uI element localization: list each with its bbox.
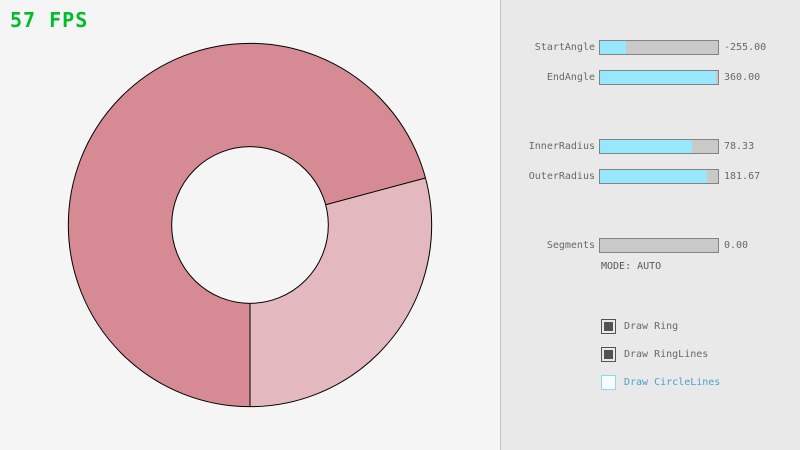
- control-panel: StartAngle -255.00 EndAngle 360.00 Inner…: [500, 0, 800, 450]
- outerradius-label: OuterRadius: [528, 171, 595, 182]
- slider-row-endangle: EndAngle 360.00: [501, 70, 800, 85]
- fps-counter: 57 FPS: [10, 8, 89, 32]
- segments-value: 0.00: [724, 240, 749, 251]
- innerradius-label: InnerRadius: [528, 141, 595, 152]
- startangle-value: -255.00: [724, 42, 767, 53]
- startangle-slider[interactable]: [599, 40, 719, 55]
- innerradius-slider[interactable]: [599, 139, 719, 154]
- canvas-area: 57 FPS: [10, 8, 433, 408]
- slider-fill: [600, 41, 626, 54]
- checkbox-label: Draw CircleLines: [624, 377, 721, 388]
- checkbox-box[interactable]: [601, 319, 616, 334]
- slider-fill: [600, 71, 716, 84]
- slider-fill: [600, 140, 693, 153]
- checkbox-draw-ringlines[interactable]: Draw RingLines: [601, 347, 708, 362]
- innerradius-value: 78.33: [724, 141, 755, 152]
- slider-row-innerradius: InnerRadius 78.33: [501, 139, 800, 154]
- checkmark-fill: [604, 322, 613, 331]
- ring-hole: [171, 146, 329, 304]
- endangle-slider[interactable]: [599, 70, 719, 85]
- segments-label: Segments: [546, 240, 595, 251]
- ring-donut-chart: [67, 42, 433, 408]
- slider-fill: [600, 170, 708, 183]
- outerradius-slider[interactable]: [599, 169, 719, 184]
- startangle-label: StartAngle: [534, 42, 595, 53]
- endangle-value: 360.00: [724, 72, 761, 83]
- checkbox-label: Draw RingLines: [624, 349, 709, 360]
- checkbox-box[interactable]: [601, 347, 616, 362]
- checkmark-fill: [604, 350, 613, 359]
- slider-row-outerradius: OuterRadius 181.67: [501, 169, 800, 184]
- mode-label: MODE: AUTO: [601, 261, 662, 272]
- endangle-label: EndAngle: [546, 72, 595, 83]
- slider-row-startangle: StartAngle -255.00: [501, 40, 800, 55]
- checkbox-label: Draw Ring: [624, 321, 679, 332]
- checkbox-box[interactable]: [601, 375, 616, 390]
- ring-boundary-line: [325, 177, 426, 206]
- checkbox-draw-circlelines[interactable]: Draw CircleLines: [601, 375, 720, 390]
- slider-row-segments: Segments 0.00: [501, 238, 800, 253]
- outerradius-value: 181.67: [724, 171, 761, 182]
- checkbox-draw-ring[interactable]: Draw Ring: [601, 319, 678, 334]
- segments-slider[interactable]: [599, 238, 719, 253]
